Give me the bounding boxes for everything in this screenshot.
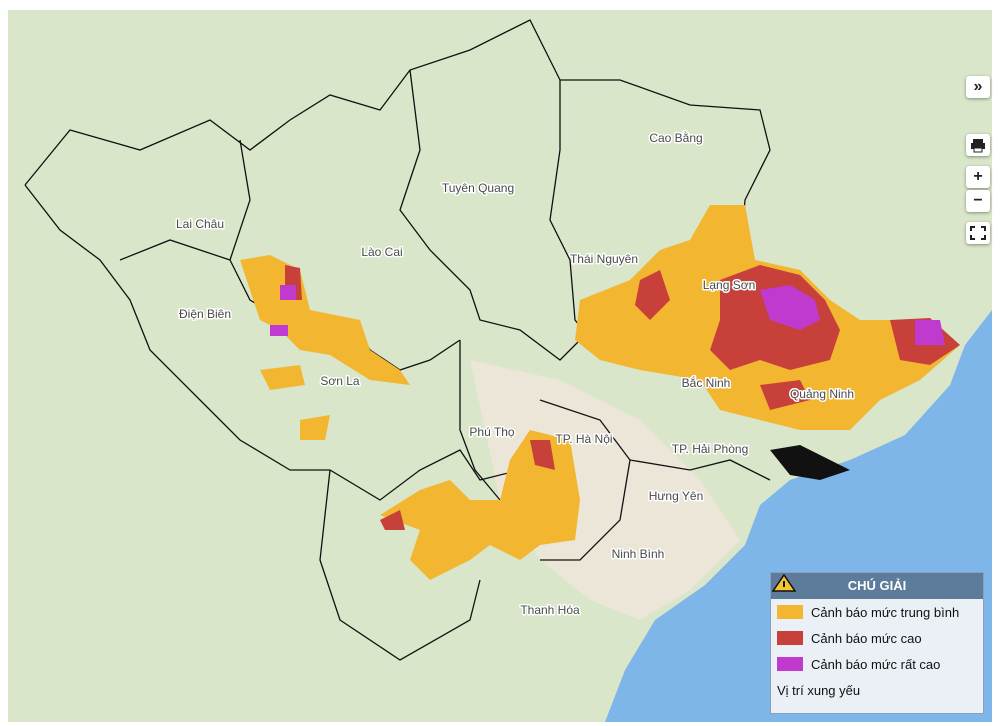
place-label: TP. Hà Nội <box>555 432 612 446</box>
place-label: Sơn La <box>320 374 360 388</box>
legend-text: Cảnh báo mức trung bình <box>811 604 960 620</box>
legend-item: Vị trí xung yếu <box>771 573 983 703</box>
legend-item: Cảnh báo mức rất cao <box>771 651 983 677</box>
legend: CHÚ GIẢI Cảnh báo mức trung bình Cảnh bá… <box>770 572 984 714</box>
fullscreen-icon <box>970 226 986 240</box>
legend-item: Cảnh báo mức cao <box>771 625 983 651</box>
place-label: Cao Bằng <box>649 130 702 145</box>
place-label: Ninh Bình <box>612 547 665 561</box>
place-label: TP. Hải Phòng <box>672 442 749 456</box>
fullscreen-button[interactable] <box>966 222 990 244</box>
legend-text: Cảnh báo mức cao <box>811 630 922 646</box>
print-icon <box>971 139 985 153</box>
place-label: Lạng Sơn <box>703 278 756 292</box>
warning-zones <box>240 205 960 580</box>
print-button[interactable] <box>966 134 990 156</box>
place-label: Lai Châu <box>176 217 224 231</box>
place-labels: Cao Bằng Tuyên Quang Lai Châu Lào Cai Th… <box>174 129 855 619</box>
place-label: Tuyên Quang <box>442 181 514 195</box>
legend-item: Cảnh báo mức trung bình <box>771 599 983 625</box>
place-label: Hưng Yên <box>649 489 704 503</box>
delta-plain <box>470 360 740 620</box>
zoom-out-button[interactable]: − <box>966 190 990 212</box>
place-label: Điện Biên <box>179 307 231 321</box>
legend-text: Vị trí xung yếu <box>777 682 861 698</box>
place-label: Lào Cai <box>361 245 402 259</box>
zoom-in-button[interactable]: + <box>966 166 990 188</box>
legend-title: CHÚ GIẢI <box>771 573 983 599</box>
place-label: Quảng Ninh <box>790 387 854 401</box>
place-label: Thái Nguyên <box>570 252 638 266</box>
legend-text: Cảnh báo mức rất cao <box>811 656 941 672</box>
place-label: Phú Thọ <box>469 425 514 439</box>
place-label: Bắc Ninh <box>682 375 731 390</box>
warning-icon <box>771 573 797 592</box>
place-label: Thanh Hóa <box>520 603 580 617</box>
expand-button[interactable]: » <box>966 76 990 98</box>
